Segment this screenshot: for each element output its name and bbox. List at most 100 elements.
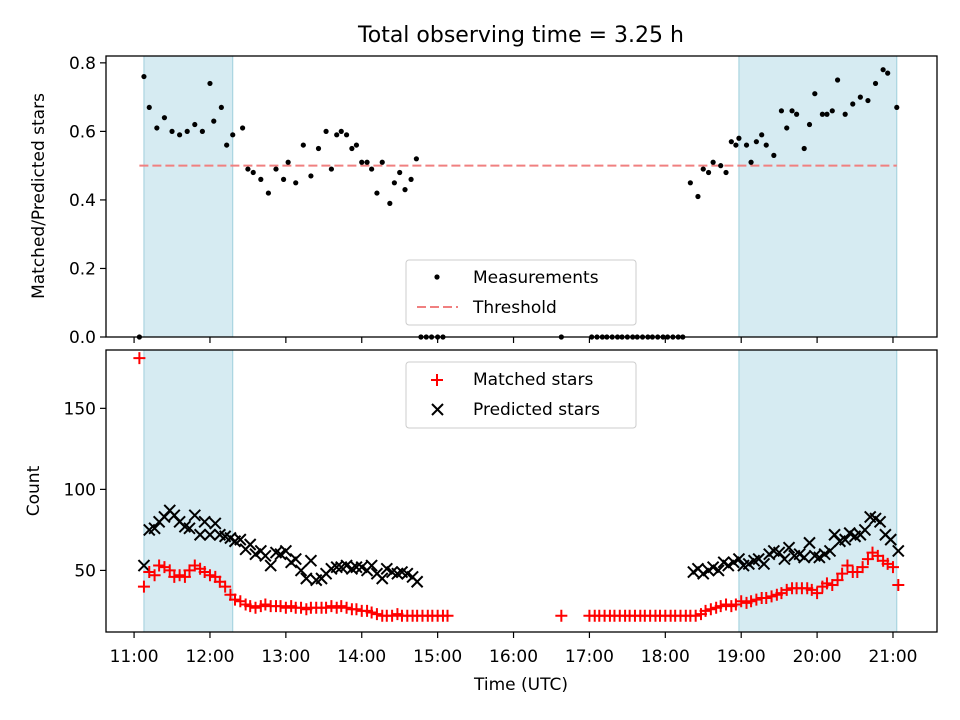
measurement-point bbox=[812, 91, 818, 97]
legend-label-measurements: Measurements bbox=[473, 268, 599, 288]
bottom-shaded-spans bbox=[143, 349, 898, 633]
x-tick-label: 17:00 bbox=[565, 647, 614, 667]
matched-star-point bbox=[148, 569, 161, 582]
measurement-point bbox=[733, 142, 739, 148]
measurement-point bbox=[413, 156, 419, 162]
predicted-star-point bbox=[294, 564, 308, 577]
matched-star-point bbox=[244, 600, 257, 613]
measurement-point bbox=[718, 163, 724, 169]
matched-star-point bbox=[750, 593, 763, 606]
matched-star-point bbox=[229, 593, 242, 606]
measurement-point bbox=[408, 176, 414, 182]
top-y-tick-label: 0.6 bbox=[69, 122, 96, 142]
bottom-axes-frame bbox=[105, 349, 938, 633]
measurement-point bbox=[723, 169, 729, 176]
measurement-point bbox=[184, 128, 190, 134]
figure-title: Total observing time = 3.25 h bbox=[357, 23, 684, 48]
matched-star-point bbox=[370, 608, 383, 621]
predicted-star-point bbox=[823, 544, 837, 558]
measurement-point bbox=[387, 200, 393, 206]
measurement-point bbox=[695, 193, 701, 200]
measurement-point bbox=[402, 187, 408, 193]
measurement-point bbox=[865, 97, 871, 104]
measurement-point bbox=[224, 142, 230, 148]
x-tick-label: 20:00 bbox=[793, 647, 842, 667]
measurement-point bbox=[687, 180, 693, 186]
measurement-point bbox=[328, 166, 334, 172]
measurement-point bbox=[146, 104, 152, 111]
matched-star-point bbox=[836, 567, 849, 580]
measurement-point bbox=[819, 111, 826, 117]
predicted-star-points bbox=[137, 504, 905, 588]
bottom-x-ticks: 11:00 12:00 13:00 14:00 15:00 16:00 17:00 18:00… bbox=[110, 632, 917, 667]
measurement-point bbox=[857, 94, 863, 100]
measurement-point bbox=[245, 166, 251, 172]
legend-marker-matched bbox=[431, 374, 443, 386]
legend-label-threshold: Threshold bbox=[472, 298, 557, 318]
matched-star-point bbox=[820, 577, 833, 590]
matched-star-point bbox=[555, 609, 568, 622]
measurement-point bbox=[784, 125, 790, 131]
matched-star-point bbox=[219, 580, 232, 593]
predicted-star-point bbox=[304, 554, 318, 567]
top-panel: 0.00.20.40.60.8 Matched/Predicted stars … bbox=[29, 54, 938, 348]
top-legend: Measurements Threshold bbox=[405, 259, 637, 326]
measurement-point bbox=[759, 132, 765, 138]
measurement-point bbox=[280, 176, 287, 182]
matched-star-point bbox=[173, 569, 186, 582]
predicted-star-point bbox=[365, 559, 378, 572]
predicted-star-point bbox=[234, 533, 247, 546]
matched-star-point bbox=[133, 352, 146, 365]
top-y-axis-label: Matched/Predicted stars bbox=[29, 93, 49, 299]
matched-star-point bbox=[203, 569, 216, 582]
predicted-star-point bbox=[300, 572, 313, 585]
matched-star-point bbox=[760, 591, 773, 604]
predicted-star-point bbox=[778, 552, 791, 566]
measurement-point bbox=[753, 139, 759, 145]
matched-star-point bbox=[886, 561, 899, 574]
measurement-point bbox=[834, 77, 841, 83]
legend-label-predicted: Predicted stars bbox=[473, 400, 600, 420]
matched-star-point bbox=[745, 595, 758, 608]
measurement-point bbox=[300, 142, 306, 148]
matched-star-point bbox=[350, 603, 363, 616]
bottom-legend: Matched stars Predicted stars bbox=[405, 361, 637, 429]
legend-label-matched: Matched stars bbox=[473, 370, 593, 390]
predicted-star-point bbox=[712, 564, 725, 577]
measurement-point bbox=[169, 128, 175, 134]
measurement-point bbox=[842, 111, 848, 117]
matched-star-point bbox=[714, 600, 727, 613]
matched-star-point bbox=[163, 564, 176, 577]
bottom-y-tick-label: 150 bbox=[64, 399, 96, 419]
measurement-point bbox=[308, 173, 314, 179]
top-shaded-span bbox=[738, 55, 898, 338]
measurement-point bbox=[315, 145, 322, 152]
top-x-ticks bbox=[133, 337, 894, 343]
predicted-star-point bbox=[289, 552, 302, 566]
measurement-point bbox=[199, 128, 205, 134]
top-y-tick-label: 0.0 bbox=[69, 328, 96, 348]
measurement-point bbox=[369, 166, 375, 172]
measurement-point bbox=[211, 118, 217, 124]
predicted-star-point bbox=[858, 523, 872, 537]
measurement-point bbox=[397, 169, 403, 176]
measurement-point bbox=[374, 190, 380, 196]
x-tick-label: 14:00 bbox=[337, 647, 386, 667]
measurement-point bbox=[710, 159, 716, 165]
measurement-point bbox=[736, 135, 742, 141]
measurement-point bbox=[161, 115, 168, 121]
bottom-legend-box bbox=[405, 361, 637, 429]
bottom-y-tick-label: 50 bbox=[74, 561, 96, 581]
predicted-star-point bbox=[148, 522, 161, 535]
x-tick-label: 11:00 bbox=[110, 647, 159, 667]
measurement-point bbox=[364, 159, 370, 165]
measurement-point bbox=[700, 166, 706, 172]
matched-star-point bbox=[259, 598, 272, 611]
matched-star-point bbox=[841, 559, 854, 572]
measurement-point bbox=[771, 152, 777, 158]
predicted-star-point bbox=[137, 559, 151, 572]
x-tick-label: 16:00 bbox=[489, 647, 538, 667]
measurement-point bbox=[141, 73, 147, 80]
